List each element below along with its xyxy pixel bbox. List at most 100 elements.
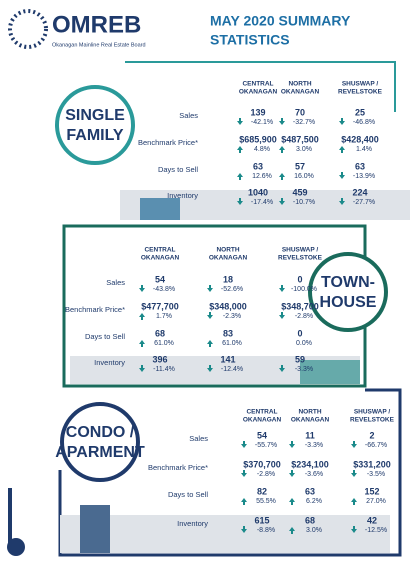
stat-value: 54 — [257, 430, 267, 440]
arrow-down — [351, 441, 357, 448]
region-label: OKANAGAN — [243, 417, 282, 424]
stat-value: $331,200 — [353, 459, 391, 469]
arrow-down — [351, 526, 357, 533]
region-label: OKANAGAN — [281, 89, 320, 96]
region-label: OKANAGAN — [239, 89, 278, 96]
stat-change: -43.8% — [153, 286, 175, 293]
arrow-down — [339, 198, 345, 205]
arrow-down — [241, 470, 247, 477]
stat-change: -3.5% — [367, 471, 385, 478]
arrow-up — [289, 498, 295, 505]
stat-change: -42.1% — [251, 119, 273, 126]
stat-change: -2.3% — [223, 313, 241, 320]
section-label: APARMENT — [55, 444, 145, 461]
stat-value: 63 — [305, 486, 315, 496]
stat-value: $477,700 — [141, 301, 179, 311]
row-label: Benchmark Price* — [65, 305, 125, 314]
row-label: Sales — [179, 111, 198, 120]
region-label: OKANAGAN — [291, 417, 330, 424]
arrow-up — [237, 146, 243, 153]
row-label: Sales — [189, 434, 208, 443]
stat-change: -10.7% — [293, 199, 315, 206]
stat-value: 11 — [305, 430, 315, 440]
stat-change: 16.0% — [294, 173, 314, 180]
stat-value: 54 — [155, 274, 165, 284]
stat-change: 1.4% — [356, 146, 372, 153]
stat-change: -17.4% — [251, 199, 273, 206]
arrow-up — [139, 313, 145, 320]
region-label: CENTRAL — [144, 247, 175, 254]
arrow-up — [237, 173, 243, 180]
stat-value: 68 — [305, 515, 315, 525]
region-label: OKANAGAN — [141, 255, 180, 262]
region-label: NORTH — [288, 81, 311, 88]
region-label: SHUSWAP / — [282, 247, 319, 254]
stat-value: 0 — [297, 274, 302, 284]
stat-value: 152 — [364, 486, 379, 496]
arrow-down — [339, 118, 345, 125]
stat-value: 25 — [355, 107, 365, 117]
title: MAY 2020 SUMMARY — [210, 13, 351, 29]
row-label: Inventory — [177, 519, 208, 528]
arrow-down — [279, 312, 285, 319]
stat-change: -3.3% — [305, 442, 323, 449]
arrow-down — [139, 365, 145, 372]
stat-change: 12.6% — [252, 173, 272, 180]
stat-change: -3.3% — [295, 366, 313, 373]
arrow-up — [339, 146, 345, 153]
stat-value: 224 — [352, 187, 367, 197]
skyline — [60, 190, 410, 553]
arrow-down — [279, 118, 285, 125]
stat-change: 3.0% — [296, 146, 312, 153]
logo-text: OMREB — [52, 11, 141, 38]
stat-value: 459 — [292, 187, 307, 197]
arrow-down — [139, 285, 145, 292]
stat-change: -2.8% — [295, 313, 313, 320]
stat-change: -100.0% — [291, 286, 317, 293]
stat-change: 27.0% — [366, 498, 386, 505]
stat-value: $428,400 — [341, 134, 379, 144]
stat-change: 6.2% — [306, 498, 322, 505]
arrow-up — [279, 146, 285, 153]
stat-value: $685,900 — [239, 134, 277, 144]
stat-value: 82 — [257, 486, 267, 496]
stat-change: 0.0% — [296, 340, 312, 347]
stat-value: 1040 — [248, 187, 268, 197]
stat-change: -2.8% — [257, 471, 275, 478]
arrow-up — [279, 173, 285, 180]
stat-value: 83 — [223, 328, 233, 338]
stat-change: -8.8% — [257, 527, 275, 534]
stat-change: -11.4% — [153, 366, 175, 373]
stat-value: 63 — [355, 161, 365, 171]
section-label: FAMILY — [66, 127, 124, 144]
title: STATISTICS — [210, 32, 290, 48]
region-label: REVELSTOKE — [350, 417, 395, 424]
stat-change: -27.7% — [353, 199, 375, 206]
arrow-up — [351, 498, 357, 505]
row-label: Inventory — [94, 358, 125, 367]
connector — [125, 61, 396, 112]
region-label: OKANAGAN — [209, 255, 248, 262]
stat-change: -66.7% — [365, 442, 387, 449]
section-badge — [55, 85, 135, 165]
arrow-down — [279, 285, 285, 292]
arrow-down — [279, 198, 285, 205]
stat-change: 61.0% — [154, 340, 174, 347]
arrow-down — [237, 198, 243, 205]
stat-value: $487,500 — [281, 134, 319, 144]
region-label: CENTRAL — [242, 81, 273, 88]
arrow-down — [339, 172, 345, 179]
arrow-down — [279, 365, 285, 372]
stat-value: $370,700 — [243, 459, 281, 469]
arrow-down — [207, 365, 213, 372]
stat-change: -12.5% — [365, 527, 387, 534]
row-label: Days to Sell — [85, 332, 125, 341]
stat-value: 70 — [295, 107, 305, 117]
region-label: REVELSTOKE — [278, 255, 323, 262]
arrow-down — [237, 118, 243, 125]
section-label: SINGLE — [65, 107, 125, 124]
stat-change: -32.7% — [293, 119, 315, 126]
stat-change: -55.7% — [255, 442, 277, 449]
stat-value: 63 — [253, 161, 263, 171]
